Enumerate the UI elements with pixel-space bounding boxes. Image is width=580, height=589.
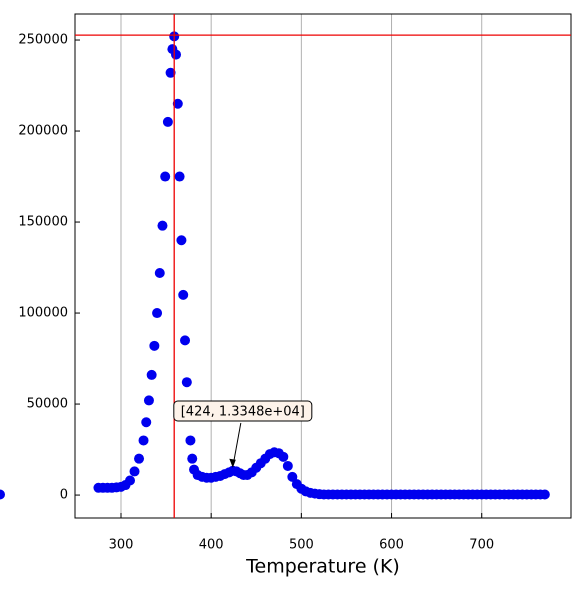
point [143, 395, 154, 406]
point [152, 308, 163, 319]
point [174, 171, 185, 182]
point [282, 460, 293, 471]
point [157, 220, 168, 231]
point [138, 435, 149, 446]
y-tick-label: 150000 [18, 215, 68, 230]
point [141, 417, 152, 428]
point [185, 435, 196, 446]
point [278, 451, 289, 462]
x-tick-label: 600 [379, 538, 404, 553]
y-tick-label: 250000 [18, 33, 68, 48]
point [0, 489, 5, 500]
y-tick-label: 0 [60, 488, 68, 503]
point [180, 335, 191, 346]
point [134, 453, 145, 464]
point [178, 289, 189, 300]
point [146, 369, 157, 380]
annotation-arrowhead [229, 458, 236, 468]
point [160, 171, 171, 182]
x-tick-label: 700 [469, 538, 494, 553]
point [172, 98, 183, 109]
point [162, 116, 173, 127]
point [287, 471, 298, 482]
point [539, 489, 550, 500]
point [129, 466, 140, 477]
point [125, 475, 136, 486]
point [149, 340, 160, 351]
y-tick-label: 100000 [18, 306, 68, 321]
point [187, 453, 198, 464]
annotation-arrow [232, 422, 242, 467]
point [181, 377, 192, 388]
point [154, 268, 165, 279]
point [171, 49, 182, 60]
y-tick-label: 200000 [18, 124, 68, 139]
annotation-text: [424, 1.3348e+04] [181, 405, 305, 420]
y-tick-label: 50000 [27, 397, 68, 412]
point [176, 235, 187, 246]
x-tick-label: 400 [199, 538, 224, 553]
x-tick-label: 500 [289, 538, 314, 553]
x-tick-label: 300 [109, 538, 134, 553]
x-axis-title: Temperature (K) [245, 556, 400, 578]
point [165, 67, 176, 78]
plot-frame [74, 13, 572, 519]
annotation-box [173, 400, 313, 422]
